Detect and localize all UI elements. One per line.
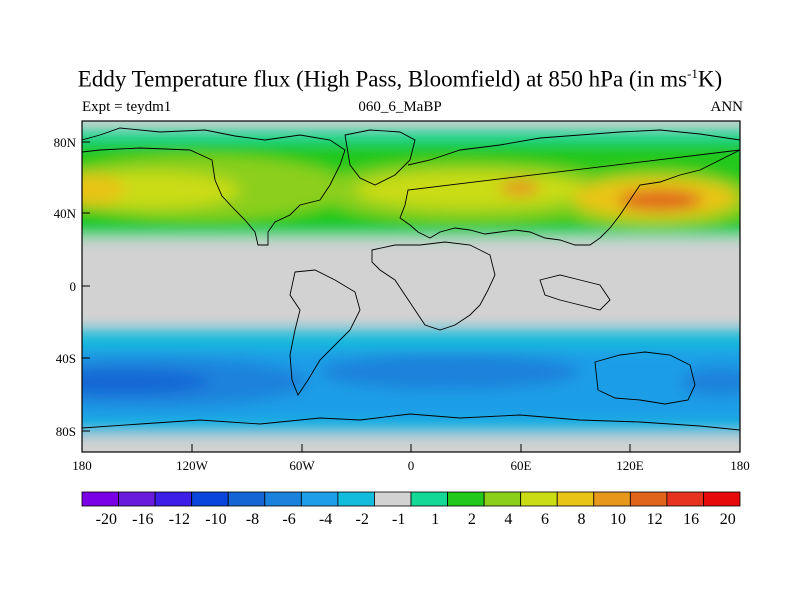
antarctica-outline: [82, 413, 740, 431]
colorbar-label: 20: [720, 511, 736, 528]
colorbar-label: -20: [96, 511, 117, 528]
continent-outlines: [82, 127, 740, 431]
colorbar-swatch: [447, 491, 485, 507]
colorbar-label: -10: [205, 511, 226, 528]
colorbar-swatch: [666, 491, 704, 507]
colorbar-swatch: [629, 491, 668, 507]
colorbar-swatch: [300, 491, 339, 507]
colorbar-label: -6: [282, 511, 295, 528]
colorbar-swatch: [81, 491, 119, 507]
colorbar-label: -16: [132, 511, 153, 528]
colorbar-swatch: [520, 491, 558, 507]
antarctic-gap: [82, 436, 740, 452]
colorbar-label: 4: [504, 511, 512, 528]
latitude-axis: 80N 40N 0 40S 80S: [54, 135, 90, 439]
lon-label-180w: 180: [72, 458, 92, 473]
australia-outline: [594, 351, 696, 405]
south-america-outline: [289, 269, 361, 396]
colorbar-swatch: [154, 491, 193, 507]
colorbar-swatch: [374, 491, 412, 507]
longitude-axis: 180 120W 60W 0 60E 120E 180: [72, 444, 750, 473]
title-main: Eddy Temperature flux (High Pass, Bloomf…: [77, 66, 688, 92]
colorbar-swatch: [703, 491, 741, 507]
lon-label-120w: 120W: [176, 458, 209, 473]
tropics-gap: [82, 238, 740, 246]
title-tail: K): [697, 66, 723, 92]
lon-label-120e: 120E: [616, 458, 644, 473]
colorbar-swatch: [227, 491, 266, 507]
colorbar-label: -12: [169, 511, 190, 528]
colorbar-label: 16: [683, 511, 699, 528]
colorbar: -20 -16 -12 -10 -8 -6 -4 -2 -1 1 2 4 6 8 10 12 16 20: [81, 491, 741, 528]
page-title: Eddy Temperature flux (High Pass, Bloomf…: [0, 66, 800, 93]
period-label: 060_6_MaBP: [358, 99, 442, 115]
colorbar-label: 6: [541, 511, 549, 528]
eurasia-outline: [399, 129, 740, 246]
maritime-continent-outline: [539, 274, 611, 311]
colorbar-label: 1: [431, 511, 439, 528]
lat-label-80n: 80N: [54, 135, 77, 150]
season-label: ANN: [710, 99, 744, 115]
nh-pacific-8: [82, 172, 240, 208]
experiment-label: Expt = teydm1: [82, 99, 172, 115]
field-shading: [82, 121, 740, 452]
lon-label-60e: 60E: [511, 458, 532, 473]
sh-east-6: [680, 368, 740, 396]
colorbar-label: -4: [319, 511, 332, 528]
greenland-outline: [344, 129, 416, 186]
colorbar-swatch: [191, 491, 229, 507]
colorbar-label: 8: [578, 511, 586, 528]
lon-label-180e: 180: [730, 458, 750, 473]
sh-core-8: [82, 370, 210, 394]
lon-label-60w: 60W: [289, 458, 315, 473]
lat-label-40s: 40S: [56, 351, 76, 366]
colorbar-swatch: [593, 491, 631, 507]
lat-label-40n: 40N: [54, 206, 77, 221]
colorbar-label: -1: [392, 511, 405, 528]
nh-west-10: [82, 174, 125, 206]
colorbar-label: -2: [356, 511, 369, 528]
lon-label-0: 0: [408, 458, 415, 473]
nh-mid-12: [500, 180, 540, 196]
colorbar-swatch: [483, 491, 522, 507]
lat-label-80s: 80S: [56, 424, 76, 439]
sh-atlantic-6: [320, 354, 580, 390]
colorbar-swatch: [556, 491, 595, 507]
colorbar-label: -8: [246, 511, 259, 528]
africa-outline: [371, 241, 496, 331]
colorbar-swatch: [410, 491, 448, 507]
colorbar-label: 10: [610, 511, 626, 528]
colorbar-swatch: [264, 491, 302, 507]
lat-label-0: 0: [70, 279, 77, 294]
title-superscript: -1: [687, 66, 698, 81]
colorbar-swatch: [337, 491, 375, 507]
nh-max-12: [618, 190, 702, 210]
colorbar-swatch: [118, 491, 156, 507]
colorbar-label: 2: [468, 511, 476, 528]
north-america-outline: [82, 127, 346, 246]
colorbar-label: 12: [647, 511, 663, 528]
